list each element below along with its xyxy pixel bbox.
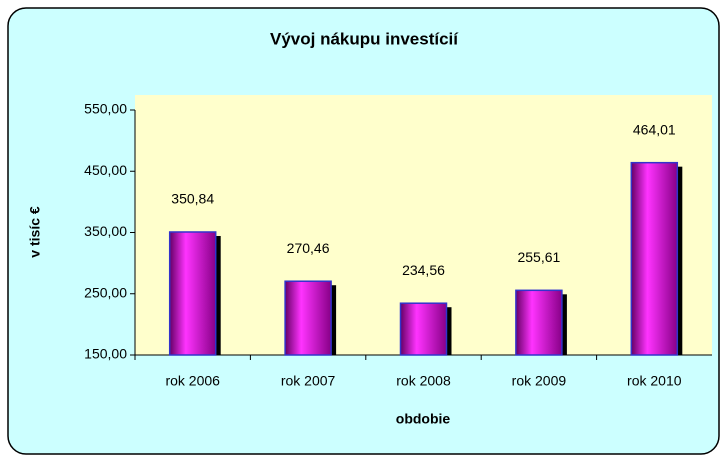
x-tick-label: rok 2006 — [165, 373, 220, 389]
y-tick-label: 250,00 — [84, 284, 127, 300]
value-label: 464,01 — [633, 121, 676, 137]
value-label: 234,56 — [402, 262, 445, 278]
bar — [284, 280, 332, 356]
bar — [515, 289, 563, 356]
chart-title: Vývoj nákupu investícií — [270, 29, 459, 48]
bar — [168, 231, 217, 356]
y-axis-title: v tisíc € — [27, 206, 43, 258]
x-axis-title: obdobie — [396, 411, 451, 427]
x-tick-label: rok 2010 — [627, 373, 682, 389]
y-tick-label: 150,00 — [84, 346, 127, 362]
x-tick-label: rok 2009 — [512, 373, 567, 389]
x-tick-label: rok 2007 — [281, 373, 336, 389]
bar — [399, 302, 448, 356]
y-tick-label: 550,00 — [84, 101, 127, 117]
bar — [630, 161, 679, 356]
y-tick-label: 350,00 — [84, 223, 127, 239]
y-tick-label: 450,00 — [84, 162, 127, 178]
value-label: 270,46 — [287, 240, 330, 256]
value-label: 255,61 — [517, 249, 560, 265]
x-tick-label: rok 2008 — [396, 373, 451, 389]
value-label: 350,84 — [171, 191, 214, 207]
